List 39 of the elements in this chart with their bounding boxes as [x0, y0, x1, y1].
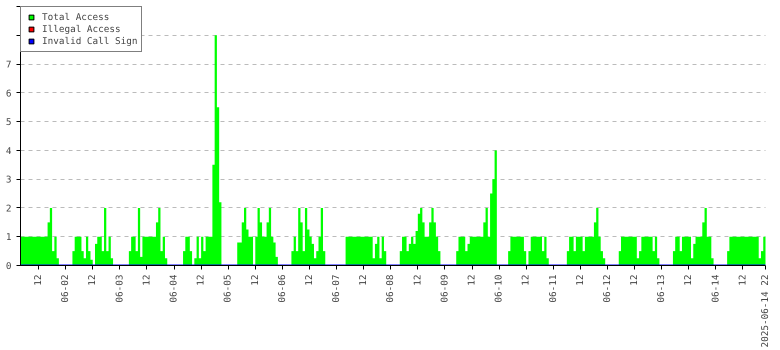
x-tick-label: 12	[33, 274, 44, 286]
x-tick-label: 12	[196, 274, 207, 286]
x-tick-label: 12	[466, 274, 478, 286]
legend-label: Illegal Access	[42, 23, 121, 35]
x-tick-label: 06-06	[276, 274, 288, 303]
x-tick-label: 06-03	[114, 274, 126, 303]
x-tick-label: 06-14	[710, 274, 722, 303]
y-tick-label: 3	[6, 174, 12, 186]
x-tick-label: 12	[87, 274, 98, 286]
x-tick-label: 12	[683, 274, 694, 286]
y-tick-label: 7	[6, 60, 12, 71]
x-tick-label: 06-11	[548, 274, 559, 303]
x-tick-label: 12	[574, 274, 586, 286]
x-tick-label: 06-02	[60, 274, 72, 303]
x-tick-label: 06-07	[331, 274, 342, 303]
x-tick-label: 06-05	[222, 274, 234, 303]
x-tick-label: 12	[304, 274, 315, 286]
y-tick-label: 0	[6, 261, 12, 272]
legend-label: Invalid Call Sign	[42, 35, 138, 47]
x-tick-label: 06-10	[494, 274, 505, 303]
y-tick-label: 6	[6, 88, 12, 100]
x-tick-label: 12	[629, 274, 640, 286]
x-tick-label: 2025-06-14 22	[760, 274, 771, 348]
x-tick-label: 06-04	[168, 274, 180, 303]
x-tick-label: 06-13	[656, 274, 668, 303]
y-tick-label: 2	[6, 203, 12, 214]
x-tick-label: 12	[141, 274, 152, 286]
y-tick-label: 1	[6, 232, 12, 244]
x-tick-label: 12	[520, 274, 532, 286]
x-tick-label: 06-08	[385, 274, 396, 303]
legend-label: Total Access	[42, 11, 110, 23]
x-tick-label: 12	[250, 274, 261, 286]
x-tick-label: 12	[737, 274, 748, 286]
x-tick-label: 12	[412, 274, 424, 286]
x-tick-label: 06-09	[439, 274, 450, 303]
x-tick-label: 06-12	[602, 274, 613, 303]
x-tick-label: 12	[358, 274, 370, 286]
y-tick-label: 4	[6, 146, 12, 157]
y-tick-label: 5	[6, 117, 12, 128]
